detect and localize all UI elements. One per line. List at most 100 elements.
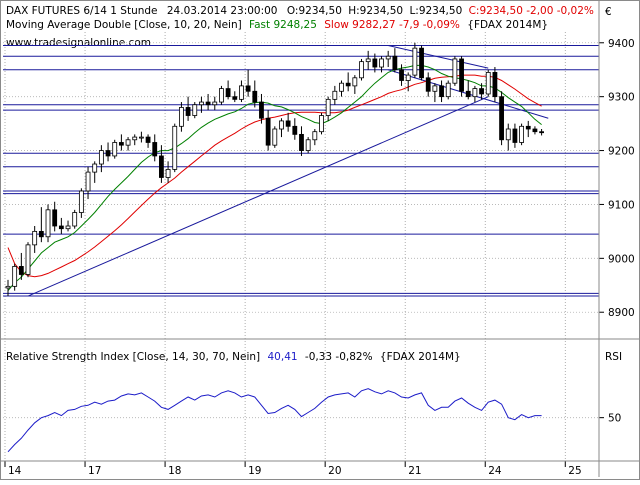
candle — [232, 91, 238, 103]
candle-body-down — [372, 58, 378, 68]
svg-text:Moving Average Double [Close,: Moving Average Double [Close, 10, 20, Ne… — [6, 19, 548, 31]
time-tick-label: 21 — [408, 465, 421, 477]
candle — [492, 67, 498, 103]
price-tick-label: 9300 — [608, 92, 635, 104]
candle — [72, 209, 78, 229]
time-tick-label: 25 — [568, 465, 581, 477]
candle — [445, 80, 451, 100]
candle — [98, 145, 104, 173]
candle — [452, 56, 458, 86]
candle-body-up — [485, 72, 491, 95]
candle — [239, 80, 244, 103]
trendline — [27, 96, 489, 297]
candle — [18, 252, 24, 280]
candle-body-up — [305, 139, 311, 151]
candle — [105, 142, 111, 162]
candle-body-up — [412, 47, 418, 76]
candle-body-down — [105, 150, 111, 157]
candle-body-down — [18, 266, 24, 275]
candle-body-up — [352, 77, 358, 87]
ma-indicator-label: Moving Average Double [Close, 10, 20, Ne… — [6, 19, 242, 31]
rsi-value: 40,41 — [268, 351, 298, 363]
candle — [259, 93, 264, 124]
candle-body-down — [205, 101, 211, 106]
candle — [265, 110, 271, 151]
candle-body-down — [299, 133, 304, 151]
svg-text:Relative Strength Index [Close: Relative Strength Index [Close, 14, 30, … — [6, 351, 461, 363]
candle-body-up — [239, 85, 244, 100]
candle — [299, 126, 304, 156]
candle-body-down — [159, 155, 164, 178]
candle — [78, 188, 84, 218]
candle — [352, 75, 358, 94]
candle — [539, 129, 544, 136]
candle-body-up — [312, 131, 318, 141]
candle — [412, 42, 418, 78]
candle-body-up — [445, 82, 451, 98]
rsi-label: Relative Strength Index [Close, 14, 30, … — [6, 351, 260, 363]
candle-body-up — [78, 190, 84, 213]
price-tick-label: 8900 — [608, 307, 635, 319]
candle-body-down — [419, 47, 424, 79]
ohlc-close: C:9234,50 -2,00 -0,02% — [469, 5, 594, 17]
candle — [152, 134, 158, 162]
candle-body-up — [98, 150, 104, 165]
candle — [45, 204, 51, 243]
candle-body-up — [379, 58, 384, 68]
candle-body-up — [92, 163, 98, 173]
candle — [499, 91, 504, 146]
candle-body-down — [265, 117, 271, 146]
candle — [525, 120, 531, 138]
candle — [132, 134, 138, 146]
candle — [485, 69, 491, 97]
candle-body-up — [519, 125, 524, 143]
candle — [25, 242, 31, 278]
candle-body-down — [459, 58, 464, 92]
time-tick-label: 14 — [8, 465, 22, 477]
rsi-axis-label: RSI — [605, 351, 622, 363]
candle-body-down — [52, 209, 58, 227]
candle — [292, 118, 298, 140]
candle-body-up — [65, 225, 71, 230]
price-tick-label: 9400 — [608, 38, 635, 50]
candle — [359, 58, 364, 81]
candle — [339, 80, 344, 97]
candle-body-up — [339, 82, 344, 92]
candle-body-down — [225, 88, 231, 98]
candle-body-up — [325, 98, 331, 116]
candle — [459, 56, 464, 97]
price-tick-label: 9200 — [608, 146, 635, 158]
candle — [519, 123, 524, 146]
ma-slow-value: Slow 9282,27 -7,9 -0,09% — [324, 19, 460, 31]
datetime-label: 24.03.2014 23:00:00 — [167, 5, 278, 17]
candle-body-up — [472, 88, 478, 98]
candle — [512, 123, 518, 148]
candle — [245, 69, 251, 97]
candle — [85, 166, 91, 200]
rsi-line — [7, 388, 542, 453]
candle-body-down — [185, 107, 191, 116]
candle-body-up — [45, 209, 51, 238]
candle-body-up — [85, 171, 91, 192]
candle — [325, 96, 331, 121]
candle-body-down — [245, 85, 251, 92]
candle-body-down — [532, 128, 538, 133]
candle-body-down — [152, 142, 158, 157]
candle — [92, 161, 98, 183]
candle — [65, 220, 71, 232]
candle-body-up — [505, 128, 511, 141]
candle — [159, 145, 164, 183]
candle — [319, 112, 324, 135]
candle-body-down — [539, 131, 544, 134]
rsi-tick-label: 50 — [608, 413, 621, 425]
candle-body-down — [392, 55, 398, 71]
candle — [505, 123, 511, 151]
candle-body-down — [292, 125, 298, 135]
candle — [205, 93, 211, 111]
candle — [472, 85, 478, 103]
price-tick-label: 9000 — [608, 253, 635, 265]
candle-body-up — [5, 285, 11, 289]
candle-body-down — [345, 82, 351, 87]
time-tick-label: 20 — [328, 465, 341, 477]
candle-body-down — [285, 120, 291, 127]
